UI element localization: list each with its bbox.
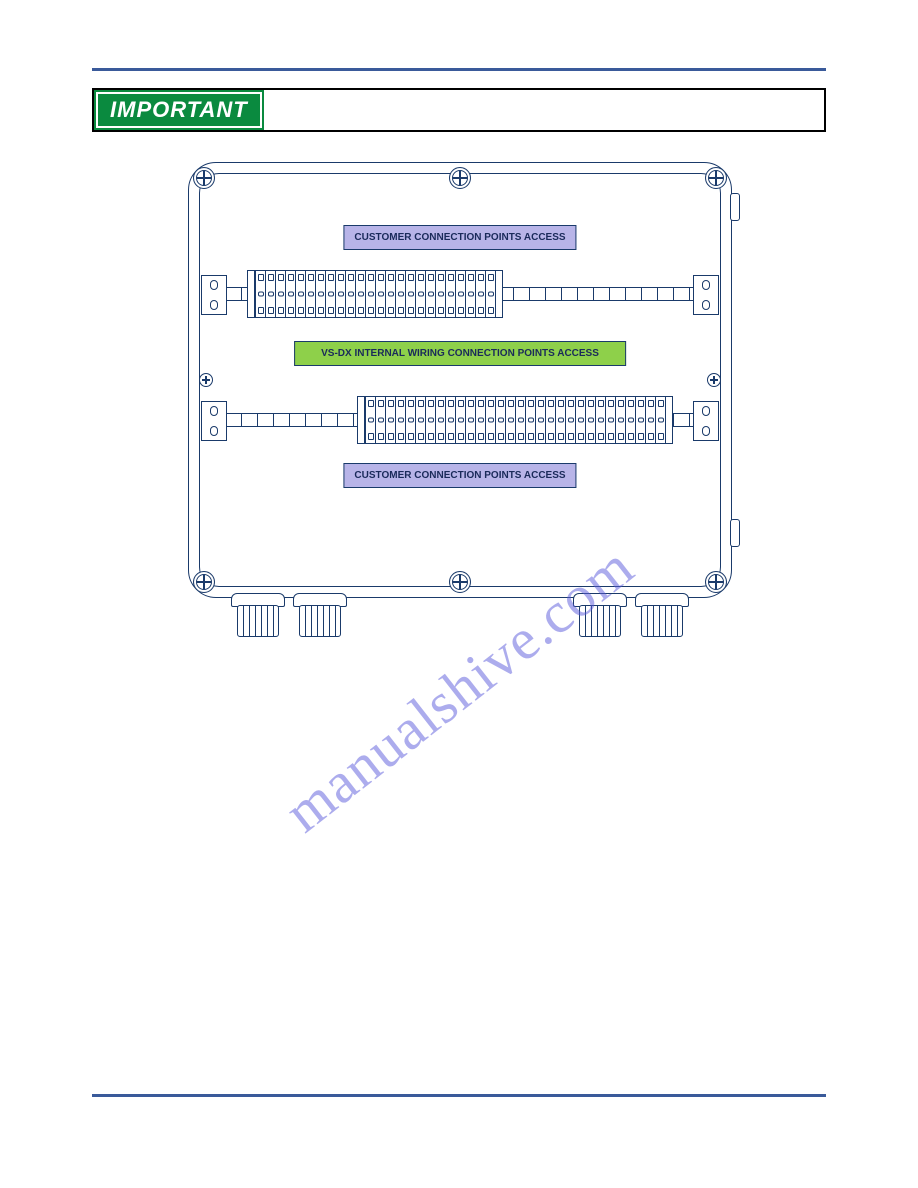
terminal-block [465, 270, 475, 318]
end-stop [357, 396, 365, 444]
terminal-block [605, 396, 615, 444]
gland-group-right [573, 593, 689, 637]
rail-bracket-right-1 [693, 275, 719, 315]
cable-gland [293, 593, 347, 637]
terminal-block [475, 396, 485, 444]
cable-gland [635, 593, 689, 637]
cable-gland [231, 593, 285, 637]
terminal-block [545, 396, 555, 444]
terminal-block [565, 396, 575, 444]
side-flange-top [730, 193, 740, 221]
terminal-block [385, 270, 395, 318]
terminal-block [395, 270, 405, 318]
label-customer-top: CUSTOMER CONNECTION POINTS ACCESS [343, 225, 576, 250]
terminal-block [385, 396, 395, 444]
terminal-block [475, 270, 485, 318]
terminal-block [505, 396, 515, 444]
terminal-block [415, 270, 425, 318]
terminal-row-lower [357, 396, 673, 444]
terminal-block [575, 396, 585, 444]
rail-lower [207, 413, 713, 427]
screw-bottom-left [193, 571, 215, 593]
terminal-block [335, 270, 345, 318]
rail-bracket-right-2 [693, 401, 719, 441]
terminal-block [625, 396, 635, 444]
terminal-block [325, 270, 335, 318]
terminal-block [265, 270, 275, 318]
terminal-block [405, 270, 415, 318]
top-rule [92, 68, 826, 71]
terminal-block [635, 396, 645, 444]
terminal-block [365, 396, 375, 444]
label-customer-bottom: CUSTOMER CONNECTION POINTS ACCESS [343, 463, 576, 488]
terminal-block [655, 396, 665, 444]
cable-gland [573, 593, 627, 637]
rail-upper [207, 287, 713, 301]
terminal-block [375, 396, 385, 444]
terminal-block [435, 270, 445, 318]
page: IMPORTANT CUSTOMER CONNECTION POINTS ACC… [0, 0, 918, 1188]
terminal-block [615, 396, 625, 444]
terminal-block [645, 396, 655, 444]
terminal-block [445, 396, 455, 444]
screw-top-left [193, 167, 215, 189]
terminal-block [415, 396, 425, 444]
terminal-block [315, 270, 325, 318]
terminal-block [405, 396, 415, 444]
terminal-block [355, 270, 365, 318]
important-badge: IMPORTANT [94, 90, 264, 130]
terminal-block [445, 270, 455, 318]
rail-bracket-left-1 [201, 275, 227, 315]
screw-left-mid [199, 373, 213, 387]
bottom-rule [92, 1094, 826, 1097]
terminal-block [465, 396, 475, 444]
enclosure-outer: CUSTOMER CONNECTION POINTS ACCESS VS-DX … [188, 162, 732, 598]
terminal-block [375, 270, 385, 318]
side-flange-bottom [730, 519, 740, 547]
screw-top-right [705, 167, 727, 189]
terminal-block [305, 270, 315, 318]
terminal-block [595, 396, 605, 444]
terminal-block [555, 396, 565, 444]
terminal-block [345, 270, 355, 318]
terminal-block [255, 270, 265, 318]
terminal-row-upper [247, 270, 503, 318]
end-stop [665, 396, 673, 444]
rail-bracket-left-2 [201, 401, 227, 441]
screw-bottom-mid [449, 571, 471, 593]
terminal-block [515, 396, 525, 444]
terminal-block [525, 396, 535, 444]
terminal-block [495, 396, 505, 444]
terminal-block [425, 396, 435, 444]
screw-bottom-right [705, 571, 727, 593]
screw-right-mid [707, 373, 721, 387]
terminal-block [585, 396, 595, 444]
terminal-block [535, 396, 545, 444]
important-bar: IMPORTANT [92, 88, 826, 132]
gland-group-left [231, 593, 347, 637]
terminal-block [365, 270, 375, 318]
terminal-block [435, 396, 445, 444]
terminal-block [285, 270, 295, 318]
terminal-block [485, 396, 495, 444]
end-stop [247, 270, 255, 318]
terminal-block [455, 396, 465, 444]
end-stop [495, 270, 503, 318]
terminal-block [425, 270, 435, 318]
terminal-block [395, 396, 405, 444]
terminal-block [275, 270, 285, 318]
label-internal-wiring: VS-DX INTERNAL WIRING CONNECTION POINTS … [294, 341, 626, 366]
screw-top-mid [449, 167, 471, 189]
terminal-block [295, 270, 305, 318]
terminal-block [485, 270, 495, 318]
terminal-block [455, 270, 465, 318]
enclosure-diagram: CUSTOMER CONNECTION POINTS ACCESS VS-DX … [188, 162, 732, 632]
